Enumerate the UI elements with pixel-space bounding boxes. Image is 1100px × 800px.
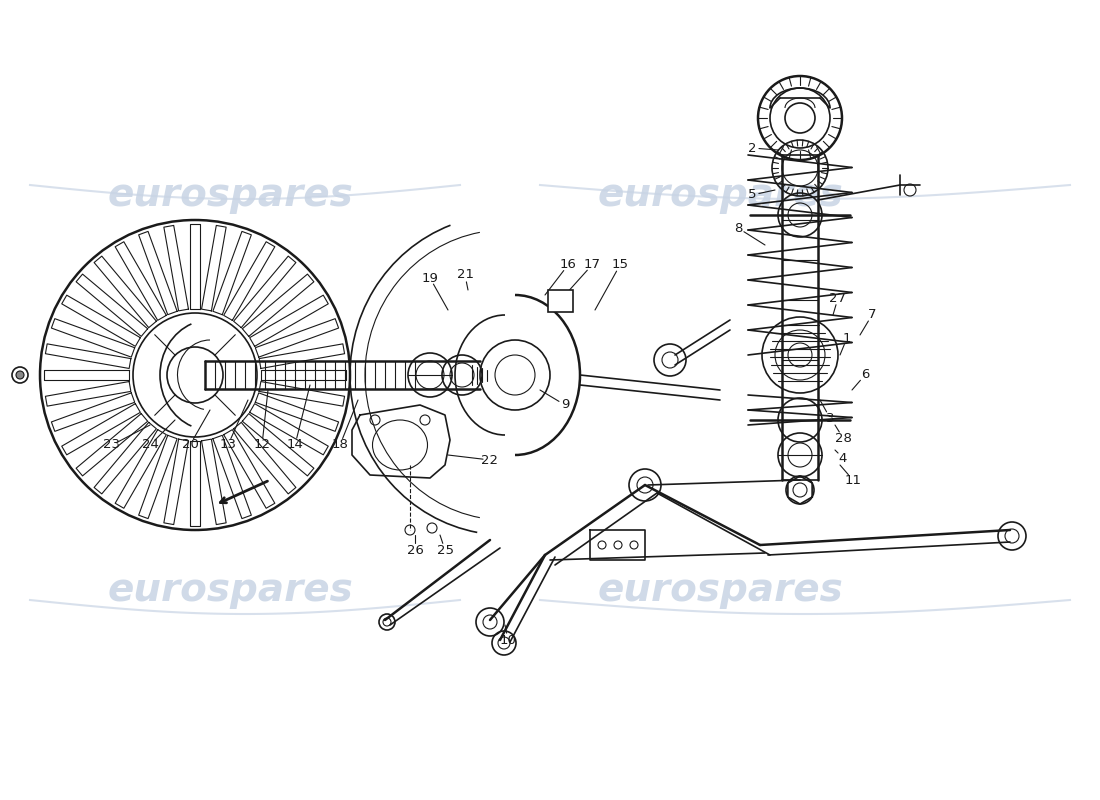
Text: 25: 25 xyxy=(437,543,453,557)
Circle shape xyxy=(16,371,24,379)
Text: 27: 27 xyxy=(829,291,847,305)
Text: 19: 19 xyxy=(421,271,439,285)
Text: 5: 5 xyxy=(748,189,757,202)
Text: 26: 26 xyxy=(407,543,424,557)
Text: 4: 4 xyxy=(839,451,847,465)
Text: eurospares: eurospares xyxy=(597,571,843,609)
Text: 24: 24 xyxy=(142,438,158,451)
Text: 2: 2 xyxy=(748,142,757,154)
Text: 11: 11 xyxy=(845,474,861,486)
Text: 7: 7 xyxy=(868,309,877,322)
Text: 20: 20 xyxy=(182,438,198,451)
Text: 9: 9 xyxy=(561,398,569,411)
Text: 10: 10 xyxy=(499,634,516,646)
Text: eurospares: eurospares xyxy=(107,571,353,609)
Text: 3: 3 xyxy=(826,411,834,425)
Text: 21: 21 xyxy=(456,269,473,282)
Text: 18: 18 xyxy=(331,438,349,451)
Bar xyxy=(548,290,573,312)
Text: 22: 22 xyxy=(482,454,498,466)
Text: 6: 6 xyxy=(861,369,869,382)
Text: 28: 28 xyxy=(835,431,851,445)
Text: eurospares: eurospares xyxy=(107,176,353,214)
Text: 15: 15 xyxy=(612,258,628,271)
Text: 14: 14 xyxy=(287,438,304,451)
Text: eurospares: eurospares xyxy=(597,176,843,214)
Text: 23: 23 xyxy=(103,438,121,451)
Text: 13: 13 xyxy=(220,438,236,451)
Text: 1: 1 xyxy=(843,331,851,345)
Text: 12: 12 xyxy=(253,438,271,451)
Text: 8: 8 xyxy=(734,222,742,234)
Text: 17: 17 xyxy=(583,258,601,271)
Text: 16: 16 xyxy=(560,258,576,271)
